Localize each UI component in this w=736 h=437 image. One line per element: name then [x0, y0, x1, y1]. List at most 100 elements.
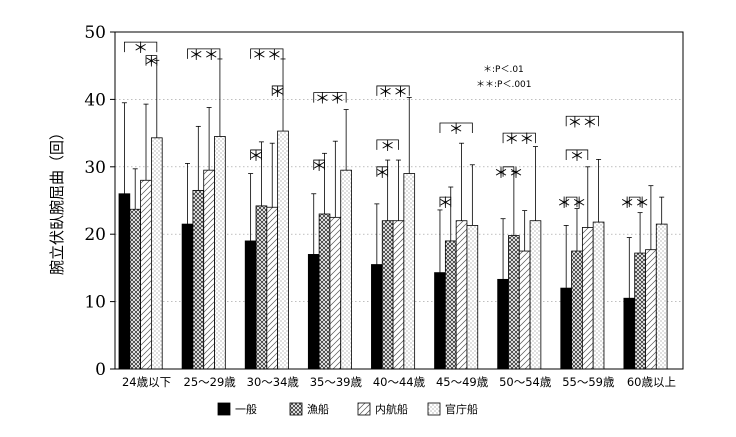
significance-marker: ＊: [449, 120, 464, 138]
bar: [434, 272, 446, 370]
legend-swatch: [357, 402, 371, 416]
significance-marker: ＊: [380, 137, 395, 155]
bar: [371, 264, 383, 370]
legend-swatch: [217, 402, 231, 416]
plot-frame: [114, 31, 684, 370]
significance-brackets: ＊＊ ＊＊ ＊＊＊＊＊＊＊＊＊＊＊＊＊＊＊＊＊＊＊＊＊＊ ＊＊: [124, 39, 650, 212]
y-axis-ticks: 0 10 20 30 40 50: [84, 23, 115, 380]
legend-item: 内航船: [357, 402, 408, 416]
y-tick-label: 40: [84, 90, 106, 110]
bar: [140, 179, 152, 370]
bar: [592, 221, 605, 370]
bar: [508, 235, 520, 370]
legend: 一般 漁船 内航船 官庁船: [217, 402, 478, 416]
bar: [444, 240, 457, 370]
significance-marker: ＊: [270, 83, 285, 101]
significance-marker: ＊＊: [378, 83, 408, 101]
significance-marker: ＊: [569, 147, 584, 165]
x-tick-label: 60歳以上: [627, 375, 676, 389]
x-tick-label: 24歳以下: [122, 375, 171, 389]
x-tick-label: 40～44歳: [373, 375, 426, 389]
x-tick-label: 45～49歳: [436, 375, 489, 389]
significance-bracket: [565, 149, 589, 160]
legend-swatch: [289, 402, 303, 416]
y-axis-label: 腕立伏臥腕屈曲（回）: [48, 125, 66, 275]
bar: [214, 136, 226, 370]
significance-bracket: [124, 41, 158, 53]
legend-item: 官庁船: [427, 402, 478, 416]
significance-marker: ＊＊: [252, 46, 282, 64]
bar: [497, 278, 509, 370]
bar: [623, 297, 636, 370]
significance-note-2: ＊＊:P＜.001: [476, 80, 532, 90]
bar: [571, 250, 583, 370]
x-tick-label: 35～39歳: [310, 375, 363, 389]
bar: [181, 223, 194, 370]
bar: [634, 252, 646, 370]
significance-marker: ＊＊: [504, 130, 534, 148]
bar: [277, 130, 289, 370]
significance-marker: ＊＊: [620, 194, 650, 212]
significance-marker: ＊: [249, 147, 264, 165]
significance-bracket: [313, 159, 325, 171]
significance-bracket: [565, 115, 599, 127]
significance-marker: ＊: [312, 157, 327, 175]
bar: [392, 220, 405, 370]
significance-note-1: ＊:P＜.01: [483, 65, 524, 75]
bar: [192, 189, 205, 370]
y-tick-label: 10: [84, 293, 106, 313]
legend-label: 一般: [235, 403, 257, 416]
legend-label: 官庁船: [445, 402, 478, 416]
significance-bracket: [565, 196, 578, 208]
bar: [244, 240, 257, 370]
x-tick-label: 50～54歳: [499, 375, 552, 389]
significance-marker: ＊＊: [493, 164, 523, 182]
significance-bracket: [250, 48, 284, 59]
bar: [318, 213, 331, 370]
significance-bracket: [376, 85, 410, 96]
bar: [466, 225, 479, 370]
significance-bracket: [439, 196, 452, 208]
bar: [455, 220, 468, 370]
significance-bracket: [376, 166, 389, 177]
significance-marker: ＊＊: [557, 194, 587, 212]
y-tick-label: 50: [84, 23, 106, 43]
legend-item: 漁船: [289, 402, 329, 416]
bar: [266, 206, 279, 370]
legend-label: 内航船: [375, 402, 408, 416]
bar: [581, 227, 594, 370]
significance-bracket: [628, 196, 641, 208]
x-tick-label: 55～59歳: [562, 375, 615, 389]
significance-marker: ＊: [144, 53, 159, 71]
bar: [329, 216, 342, 370]
significance-marker: ＊: [375, 164, 390, 182]
y-tick-label: 20: [84, 225, 106, 245]
y-axis-title: 腕立伏臥腕屈曲（回）: [48, 125, 66, 275]
y-tick-label: 0: [95, 360, 106, 380]
significance-bracket: [313, 92, 347, 103]
significance-marker: ＊: [133, 39, 148, 57]
significance-marker: ＊＊: [567, 113, 597, 131]
bars: [118, 130, 668, 370]
x-axis-categories: 24歳以下 25～29歳 30～34歳 35～39歳 40～44歳 45～49歳 50～54…: [122, 375, 676, 389]
bar: [255, 205, 268, 370]
bar: [403, 173, 416, 370]
bar: [129, 208, 142, 370]
bar: [340, 169, 352, 370]
significance-bracket: [376, 139, 399, 150]
bar: [307, 254, 320, 370]
bar: [518, 250, 531, 370]
bar: [560, 287, 572, 370]
significance-legend: ＊:P＜.01 ＊＊:P＜.001: [476, 65, 532, 90]
y-tick-label: 30: [84, 158, 106, 178]
significance-marker: ＊＊: [315, 90, 345, 108]
bar: [645, 249, 657, 370]
error-bars: [121, 58, 665, 299]
significance-bracket: [250, 149, 262, 160]
bar: [529, 220, 542, 370]
significance-marker: ＊: [438, 194, 453, 212]
bar: [381, 220, 394, 370]
significance-bracket: [145, 55, 158, 66]
significance-bracket: [502, 132, 536, 144]
